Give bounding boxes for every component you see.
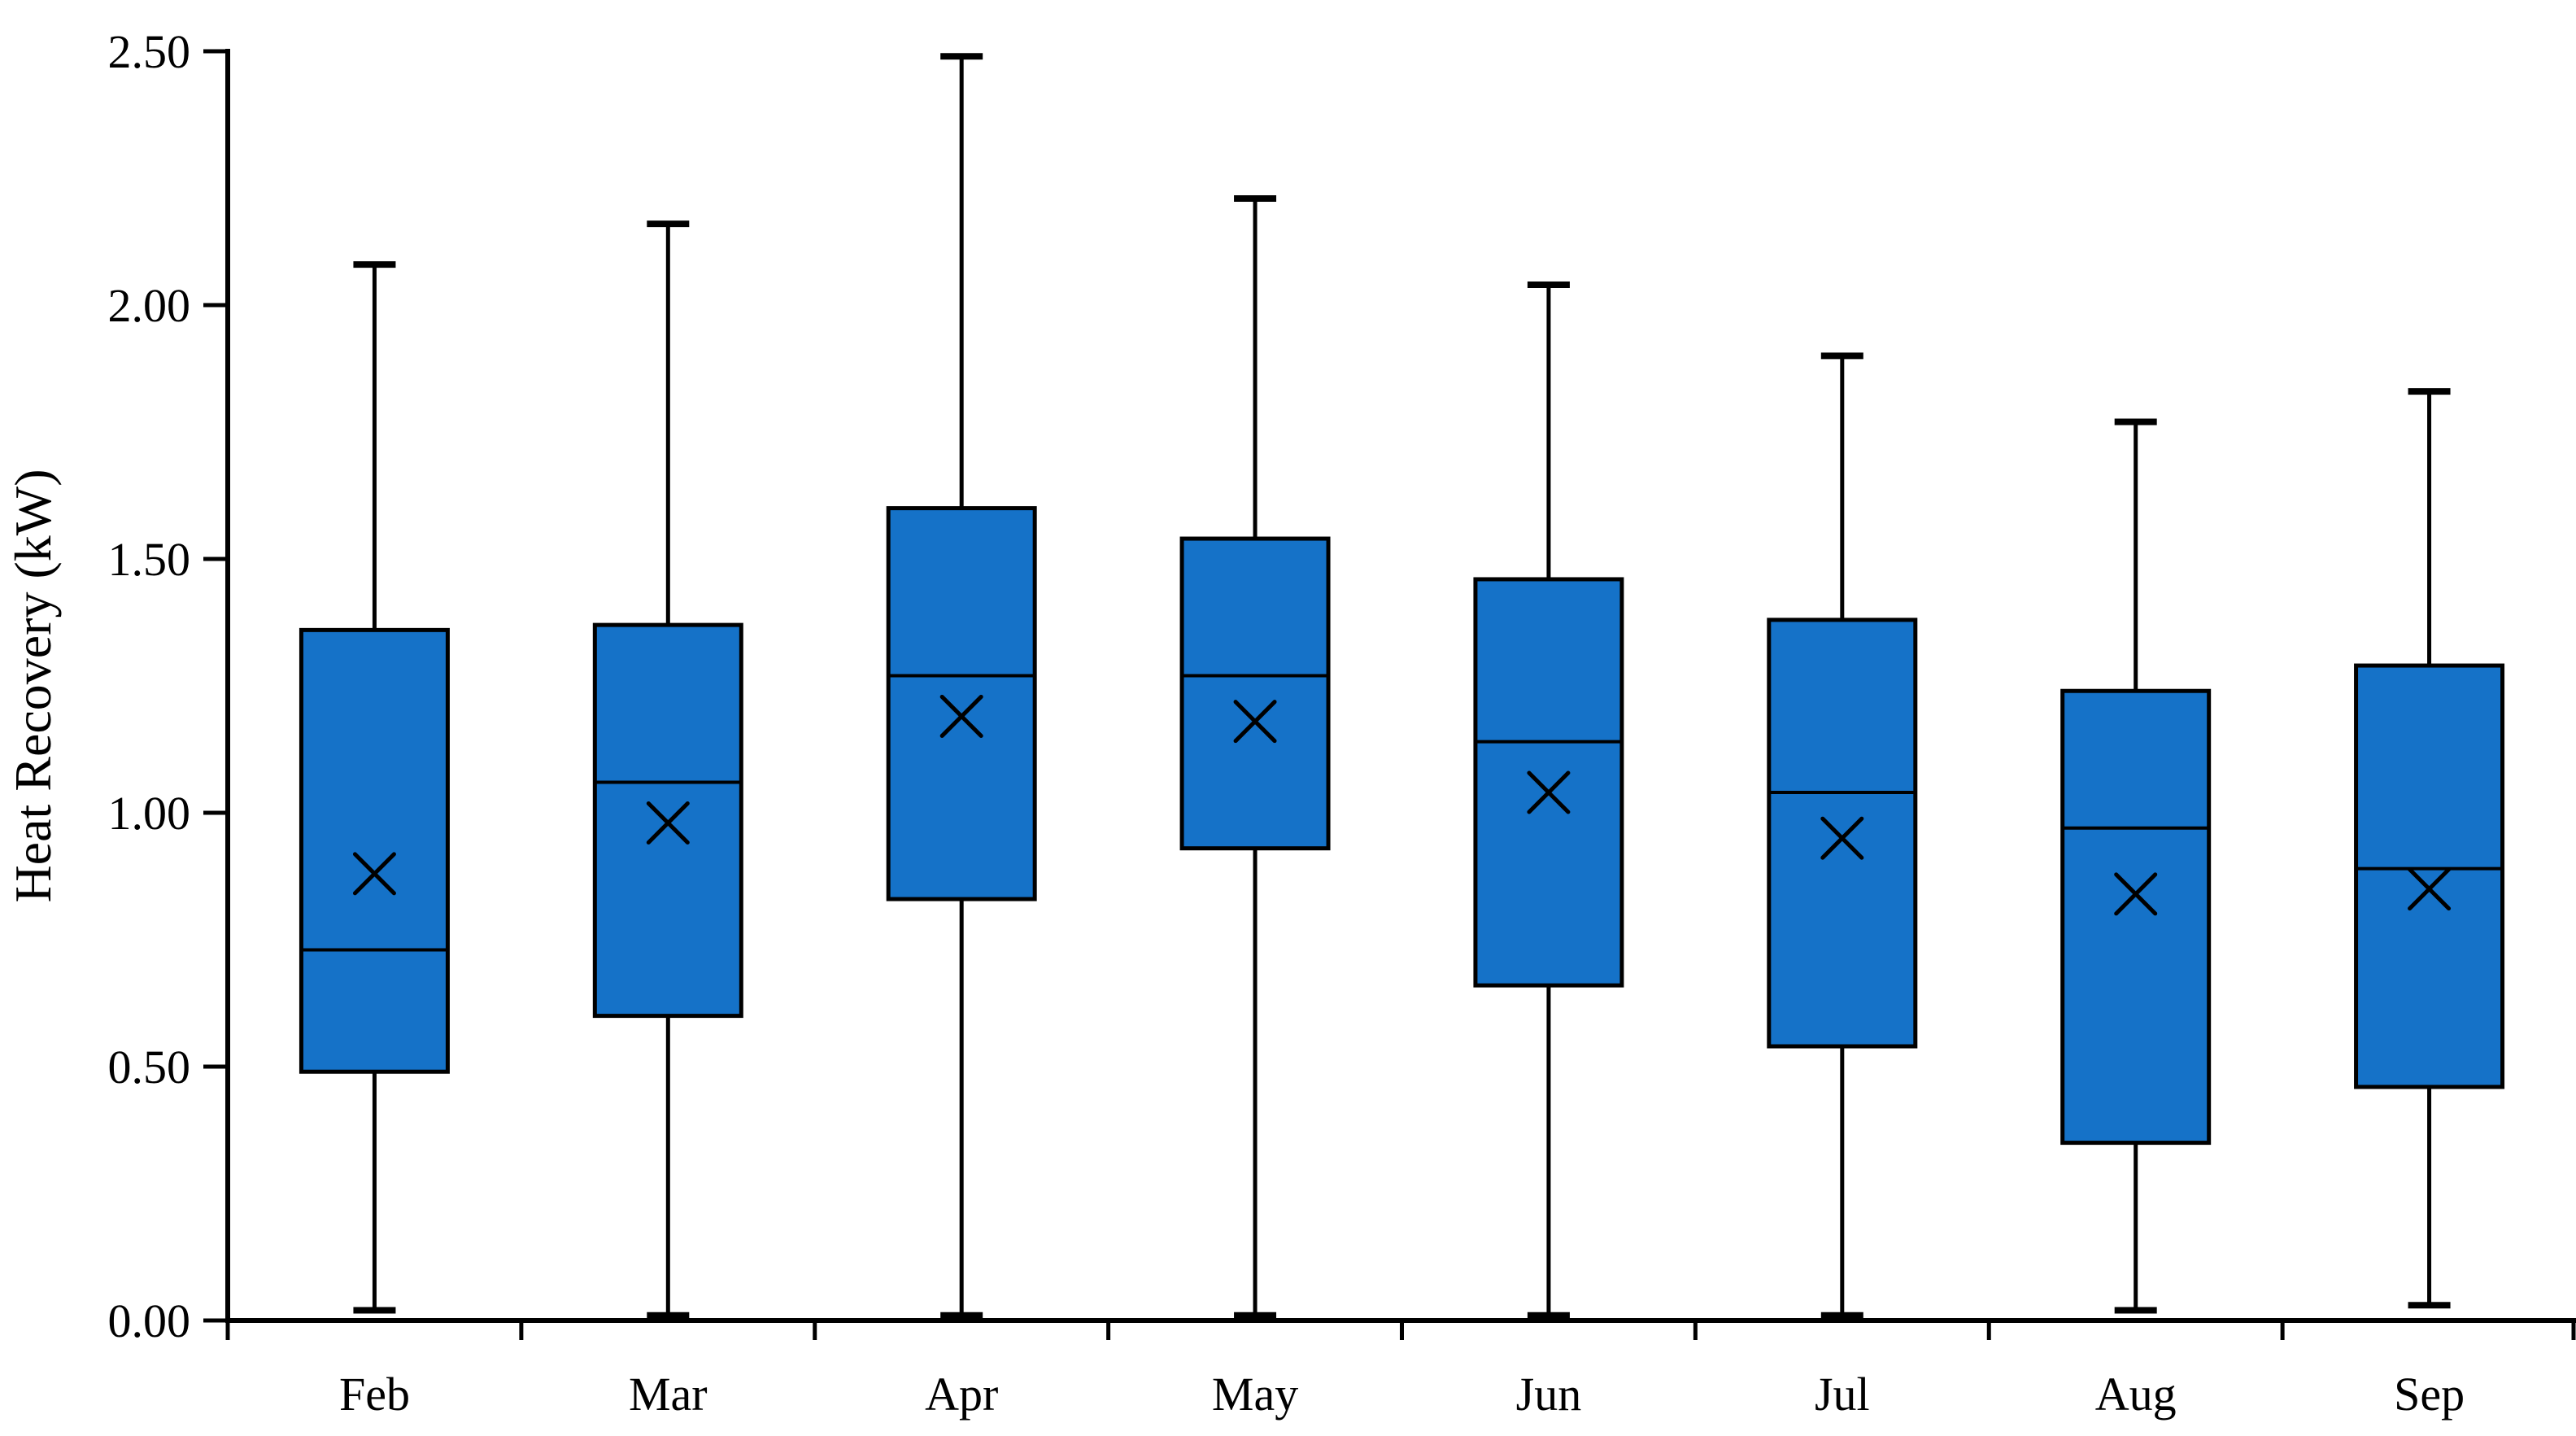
y-tick-label: 0.50 bbox=[108, 1041, 191, 1093]
iqr-box-aug bbox=[2060, 688, 2212, 1146]
x-category-label-aug: Aug bbox=[2095, 1368, 2177, 1421]
mean-x-marker-sep bbox=[2408, 867, 2452, 911]
x-category-label-sep: Sep bbox=[2394, 1368, 2465, 1421]
x-category-label-mar: Mar bbox=[629, 1368, 708, 1421]
y-axis-title: Heat Recovery (kW) bbox=[4, 469, 62, 902]
y-tick-label: 2.50 bbox=[108, 25, 191, 78]
iqr-box-sep bbox=[2354, 663, 2505, 1089]
iqr-box-apr bbox=[886, 506, 1037, 901]
x-category-label-apr: Apr bbox=[925, 1368, 998, 1421]
x-category-label-may: May bbox=[1212, 1368, 1298, 1421]
iqr-box-may bbox=[1179, 536, 1331, 851]
y-tick-label: 0.00 bbox=[108, 1294, 191, 1347]
y-tick-label: 1.00 bbox=[108, 787, 191, 840]
x-category-label-jul: Jul bbox=[1815, 1368, 1870, 1421]
mean-x-marker-feb bbox=[352, 852, 396, 896]
mean-x-marker-may bbox=[1233, 700, 1277, 744]
mean-x-marker-jul bbox=[1820, 816, 1864, 860]
mean-x-marker-jun bbox=[1527, 770, 1571, 814]
x-category-label-feb: Feb bbox=[339, 1368, 410, 1421]
iqr-box-jun bbox=[1473, 577, 1624, 988]
mean-x-marker-apr bbox=[939, 694, 983, 738]
y-tick-label: 2.00 bbox=[108, 279, 191, 332]
iqr-box-feb bbox=[299, 627, 450, 1074]
mean-x-marker-mar bbox=[646, 801, 690, 845]
x-category-label-jun: Jun bbox=[1516, 1368, 1582, 1421]
iqr-box-jul bbox=[1767, 618, 1918, 1049]
y-tick-label: 1.50 bbox=[108, 533, 191, 586]
mean-x-marker-aug bbox=[2114, 872, 2158, 916]
